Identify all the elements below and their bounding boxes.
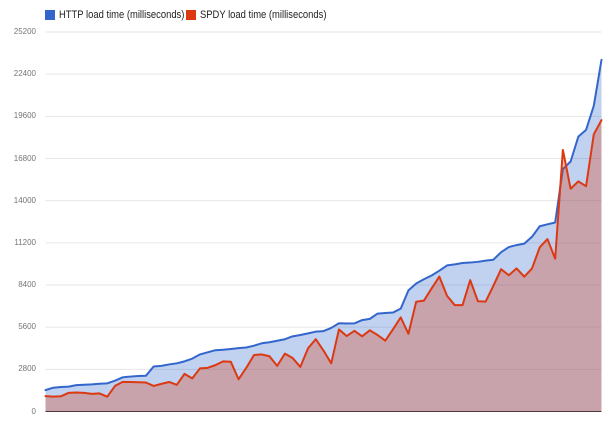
http-area-fill <box>45 59 602 412</box>
y-axis-tick-label: 25200 <box>13 27 36 36</box>
y-axis-tick-label: 19600 <box>13 111 36 121</box>
y-axis-tick-label: 2800 <box>18 364 36 374</box>
y-axis-tick-label: 8400 <box>18 280 36 289</box>
y-axis-tick-label: 16800 <box>13 153 36 163</box>
http-series-label: HTTP load time (milliseconds) <box>59 9 185 21</box>
legend-item-http: HTTP load time (milliseconds) <box>45 9 206 21</box>
spdy-area-fill <box>45 120 602 412</box>
legend-item-spdy: SPDY load time (milliseconds) <box>185 9 348 21</box>
y-axis-tick-label: 14000 <box>13 195 36 205</box>
spdy-series-swatch <box>185 10 196 20</box>
http-series-swatch <box>45 10 55 20</box>
y-axis-tick-label: 22400 <box>13 69 36 79</box>
spdy-series-line <box>44 119 603 398</box>
http-series-line <box>44 58 603 392</box>
spdy-series-label: SPDY load time (milliseconds) <box>199 9 326 21</box>
y-axis-tick-label: 11200 <box>14 237 36 247</box>
y-axis-tick-label: 5600 <box>18 322 36 332</box>
y-axis-tick-label: 0 <box>31 406 36 416</box>
